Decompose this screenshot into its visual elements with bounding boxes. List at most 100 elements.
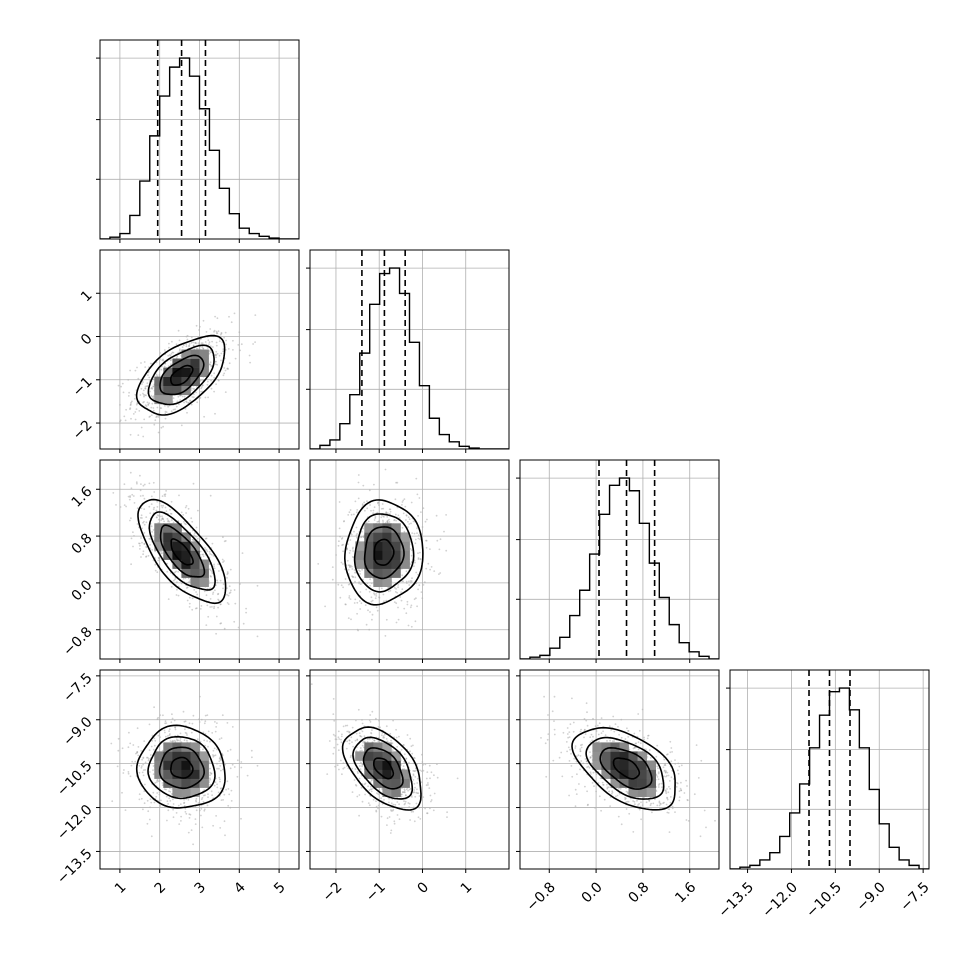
scatter-point	[170, 519, 173, 521]
scatter-point	[610, 729, 612, 731]
scatter-point	[332, 713, 335, 715]
scatter-point	[122, 391, 125, 394]
scatter-point	[184, 731, 187, 734]
scatter-point	[388, 508, 391, 511]
scatter-point	[357, 569, 360, 571]
scatter-point	[148, 482, 151, 485]
x-tick-label-p1-2: 0	[414, 879, 432, 897]
scatter-point	[693, 793, 696, 796]
density-cell	[190, 787, 200, 797]
scatter-point	[216, 783, 219, 786]
scatter-point	[152, 481, 155, 484]
scatter-point	[188, 345, 190, 348]
scatter-point	[658, 800, 661, 803]
scatter-point	[402, 765, 405, 768]
scatter-point	[596, 724, 599, 727]
scatter-point	[341, 537, 344, 539]
scatter-point	[402, 499, 405, 502]
scatter-point	[203, 415, 206, 418]
scatter-point	[202, 347, 205, 350]
scatter-point	[121, 791, 123, 794]
scatter-point	[127, 731, 130, 734]
x-tick-label-p0-0: 1	[112, 879, 130, 897]
scatter-point	[150, 387, 153, 390]
scatter-point	[351, 767, 354, 770]
scatter-point	[117, 749, 120, 752]
scatter-point	[145, 394, 147, 397]
scatter-point	[665, 792, 668, 795]
density-cell	[364, 742, 374, 752]
scatter-point	[224, 763, 227, 766]
scatter-point	[369, 788, 372, 791]
scatter-point	[136, 752, 138, 754]
pair-frame-2-1	[309, 459, 510, 660]
scatter-point	[386, 740, 389, 743]
scatter-point	[147, 404, 150, 406]
scatter-point	[400, 795, 403, 798]
scatter-point	[663, 769, 666, 772]
scatter-point	[403, 498, 406, 500]
scatter-point	[163, 520, 166, 523]
scatter-point	[192, 341, 195, 344]
scatter-point	[391, 749, 394, 751]
scatter-point	[615, 795, 617, 798]
scatter-point	[356, 533, 358, 535]
scatter-point	[370, 600, 373, 603]
x-tick-label-p0-1: 2	[152, 879, 170, 897]
scatter-point	[647, 734, 650, 737]
scatter-point	[149, 512, 152, 515]
scatter-point	[163, 729, 166, 732]
scatter-point	[414, 795, 417, 798]
scatter-point	[657, 786, 660, 788]
scatter-point	[360, 536, 362, 539]
scatter-point	[357, 497, 360, 500]
scatter-point	[196, 593, 199, 596]
scatter-point	[348, 596, 351, 599]
scatter-point	[680, 764, 683, 767]
scatter-point	[389, 510, 392, 513]
scatter-point	[215, 726, 218, 728]
scatter-point	[209, 345, 212, 348]
scatter-point	[125, 505, 127, 508]
scatter-point	[225, 339, 228, 342]
scatter-point	[361, 763, 364, 766]
scatter-point	[389, 832, 392, 834]
scatter-point	[182, 514, 185, 516]
scatter-point	[337, 730, 340, 733]
scatter-point	[219, 765, 222, 767]
scatter-point	[678, 765, 681, 768]
scatter-point	[396, 801, 399, 803]
scatter-point	[178, 403, 180, 406]
scatter-point	[359, 735, 362, 738]
scatter-point	[359, 747, 362, 749]
pair-panel-3-1	[306, 669, 510, 873]
density-cell	[163, 367, 173, 377]
scatter-point	[204, 744, 207, 747]
density-cell	[154, 523, 164, 533]
scatter-point	[589, 736, 592, 739]
scatter-point	[354, 571, 356, 574]
scatter-point	[602, 730, 604, 733]
density-cell	[619, 778, 629, 788]
scatter-point	[430, 566, 433, 568]
scatter-point	[231, 763, 234, 766]
scatter-point	[407, 520, 409, 523]
scatter-point	[415, 571, 418, 574]
scatter-point	[182, 577, 185, 580]
scatter-point	[391, 809, 394, 812]
scatter-point	[412, 744, 414, 747]
scatter-point	[170, 410, 173, 413]
scatter-point	[362, 536, 365, 538]
scatter-point	[161, 784, 164, 787]
scatter-point	[415, 791, 418, 794]
scatter-point	[676, 781, 678, 784]
scatter-point	[146, 382, 149, 385]
scatter-point	[373, 593, 376, 596]
scatter-point	[209, 777, 211, 780]
scatter-point	[215, 356, 218, 359]
scatter-point	[187, 799, 190, 801]
scatter-point	[164, 722, 167, 725]
scatter-point	[565, 741, 568, 743]
scatter-point	[130, 487, 133, 490]
